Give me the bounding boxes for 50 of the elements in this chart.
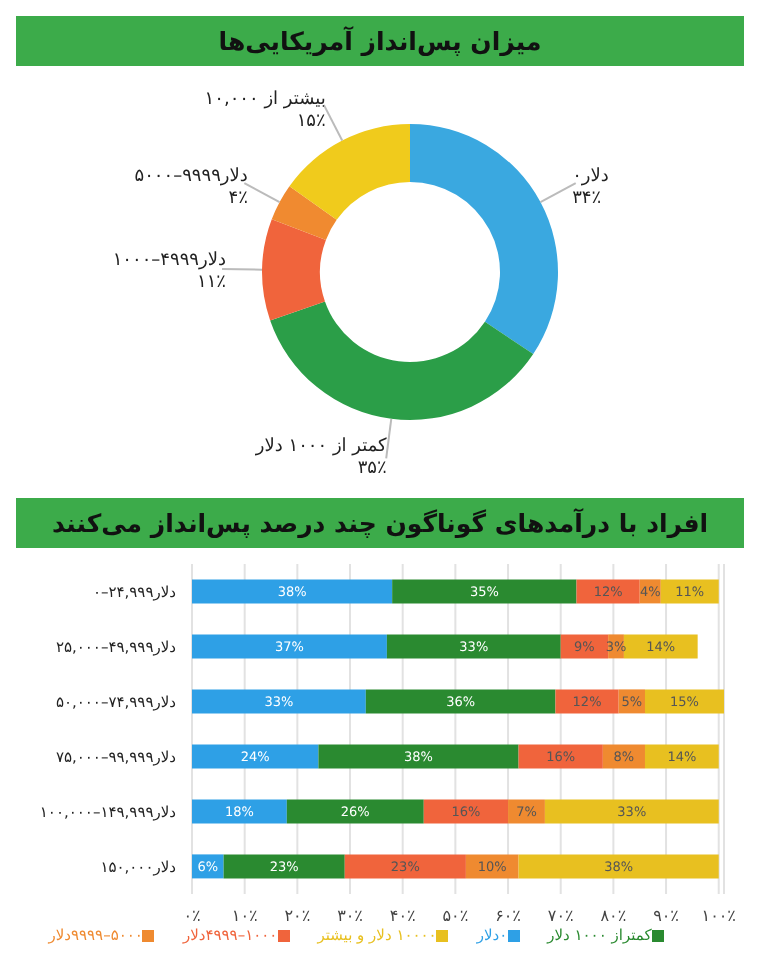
x-tick-label: ۶۰٪ (495, 907, 521, 926)
bar (423, 799, 509, 824)
slice-label: بیشتر از ۱۰,۰۰۰ (204, 90, 326, 111)
data-label: ۴٪ (228, 189, 249, 210)
bar (192, 744, 319, 769)
slice-label: ۱۰۰۰–۴۹۹۹دلار (112, 251, 227, 272)
x-tick-label: ۱۰۰٪ (701, 907, 736, 926)
donut-slice (262, 219, 326, 321)
data-label: ۳۴٪ (572, 189, 602, 210)
bar (544, 799, 719, 824)
x-tick-label: ۸۰٪ (600, 907, 627, 926)
bar (365, 689, 556, 714)
x-tick-label: ۲۰٪ (284, 907, 311, 926)
bar (386, 634, 561, 659)
slice-label: ۰دلار (572, 167, 609, 188)
slice-label: کمتر از ۱۰۰۰ دلار (253, 436, 389, 457)
x-tick-label: ۴۰٪ (389, 907, 416, 926)
bar (318, 744, 519, 769)
x-tick-label: ۵۰٪ (442, 907, 469, 926)
bar (623, 634, 698, 659)
bar (660, 579, 719, 604)
bar (518, 744, 603, 769)
data-label: ۱۵٪ (296, 112, 326, 133)
donut-slice (410, 124, 558, 354)
bar (518, 854, 719, 879)
bar (555, 689, 619, 714)
bar (192, 689, 366, 714)
chart-title: میزان پس‌انداز آمریکایی‌ها (16, 16, 744, 66)
bar (192, 634, 387, 659)
bar (392, 579, 577, 604)
chart-title: افراد با درآمدهای گوناگون چند درصد پس‌انداز می‌کنند (16, 498, 744, 548)
bar (286, 799, 424, 824)
bar (344, 854, 466, 879)
x-tick-label: ۰٪ (183, 907, 201, 926)
x-tick-label: ۱۰٪ (231, 907, 258, 926)
bar (644, 689, 724, 714)
donut-slice (289, 124, 410, 220)
bar (576, 579, 640, 604)
bar (192, 799, 287, 824)
slice-label: ۵۰۰۰–۹۹۹۹دلار (134, 167, 248, 188)
bar (223, 854, 345, 879)
bar (644, 744, 719, 769)
data-label: ۳۵٪ (357, 458, 388, 479)
data-label: ۱۱٪ (196, 273, 227, 294)
donut-slice (271, 186, 337, 240)
x-tick-label: ۷۰٪ (547, 907, 574, 926)
donut-slice (270, 301, 534, 420)
x-tick-label: ۳۰٪ (337, 907, 363, 926)
x-tick-label: ۹۰٪ (653, 907, 679, 926)
bar (192, 579, 393, 604)
